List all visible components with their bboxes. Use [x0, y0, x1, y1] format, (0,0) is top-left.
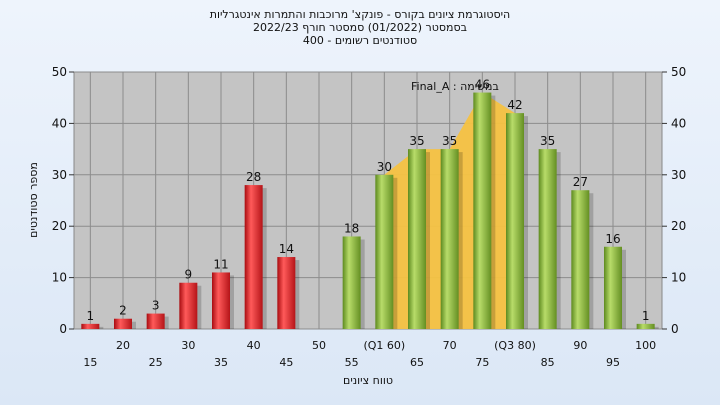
bar [244, 185, 263, 329]
y-tick-label: 40 [671, 116, 686, 130]
data-label: 35 [409, 134, 424, 148]
bar [440, 149, 459, 329]
y-tick-label: 0 [671, 322, 679, 336]
y-tick-label: 10 [671, 271, 686, 285]
x-tick-label: 85 [541, 356, 555, 369]
data-label: 27 [573, 175, 588, 189]
chart-title: היסטוגרמת ציונים בקורס - פונקצ' מרוכבות … [0, 8, 720, 47]
x-tick-label: 40 [247, 339, 261, 352]
bar [604, 246, 622, 329]
x-tick-label: 95 [606, 356, 620, 369]
data-label: 2 [119, 304, 127, 318]
x-tick-label: (Q3 80) [494, 339, 536, 352]
title-line-3: סטודנטים רשומים - 400 [302, 34, 418, 47]
x-axis: 15 20 25 30 35 40 45 50 55 (Q1 60) 65 70 75 (Q3 80) 85… [83, 339, 656, 369]
data-label: 18 [344, 221, 359, 235]
x-tick-label: 30 [181, 339, 195, 352]
x-tick-label: 70 [443, 339, 457, 352]
annotation: במשימה : Final_A [411, 80, 499, 93]
y-tick-label: 50 [52, 65, 67, 79]
bars [81, 92, 659, 330]
bar [212, 272, 230, 329]
y-tick-label: 50 [671, 65, 686, 79]
y-axis-title: מספר סטודנטים [27, 162, 40, 238]
data-label: 35 [540, 134, 555, 148]
x-tick-label: 50 [312, 339, 326, 352]
x-tick-label: 35 [214, 356, 228, 369]
y-axis-left: 0 10 20 30 40 50 [52, 65, 74, 336]
data-label: 11 [213, 257, 228, 271]
data-label: 28 [246, 170, 261, 184]
data-label: 42 [507, 98, 522, 112]
bar [114, 318, 132, 329]
x-tick-label: 15 [83, 356, 97, 369]
x-tick-label: 20 [116, 339, 130, 352]
y-tick-label: 40 [52, 116, 67, 130]
data-label: 3 [152, 299, 160, 313]
y-tick-label: 30 [671, 168, 686, 182]
data-label: 1 [87, 309, 95, 323]
bar [277, 257, 296, 329]
bar [146, 313, 165, 329]
data-label: 30 [377, 160, 392, 174]
x-tick-label: 25 [149, 356, 163, 369]
data-label: 35 [442, 134, 457, 148]
bar [571, 190, 590, 329]
x-tick-label: 55 [345, 356, 359, 369]
bar [473, 92, 492, 329]
data-labels: 1 2 3 9 11 28 14 18 30 35 35 46 42 35 27 16 1 [87, 78, 650, 323]
data-label: 16 [605, 232, 620, 246]
x-tick-label: 90 [573, 339, 587, 352]
bar [636, 323, 655, 329]
y-tick-label: 20 [52, 219, 67, 233]
title-line-2: בסמסטר (01/2022) סמסטר חורף 2022/23 [253, 21, 467, 34]
bar [179, 282, 198, 329]
y-tick-label: 30 [52, 168, 67, 182]
x-tick-label: 100 [635, 339, 656, 352]
data-label: 9 [185, 268, 193, 282]
y-tick-label: 10 [52, 271, 67, 285]
y-tick-label: 20 [671, 219, 686, 233]
bar [408, 149, 426, 329]
bar [342, 236, 361, 329]
title-line-1: היסטוגרמת ציונים בקורס - פונקצ' מרוכבות … [209, 8, 511, 21]
bar [375, 174, 394, 329]
x-tick-label: 45 [279, 356, 293, 369]
x-axis-title: טווח ציונים [343, 374, 393, 387]
y-axis-right: 0 10 20 30 40 50 [662, 65, 686, 336]
y-tick-label: 0 [59, 322, 67, 336]
plot-area [73, 71, 663, 330]
data-label: 14 [279, 242, 294, 256]
data-label: 1 [642, 309, 650, 323]
bar [81, 323, 100, 329]
data-label: 46 [475, 78, 490, 92]
x-tick-label: 75 [475, 356, 489, 369]
bar [538, 149, 557, 329]
x-tick-label: 65 [410, 356, 424, 369]
x-tick-label: (Q1 60) [363, 339, 405, 352]
bar [506, 113, 524, 330]
